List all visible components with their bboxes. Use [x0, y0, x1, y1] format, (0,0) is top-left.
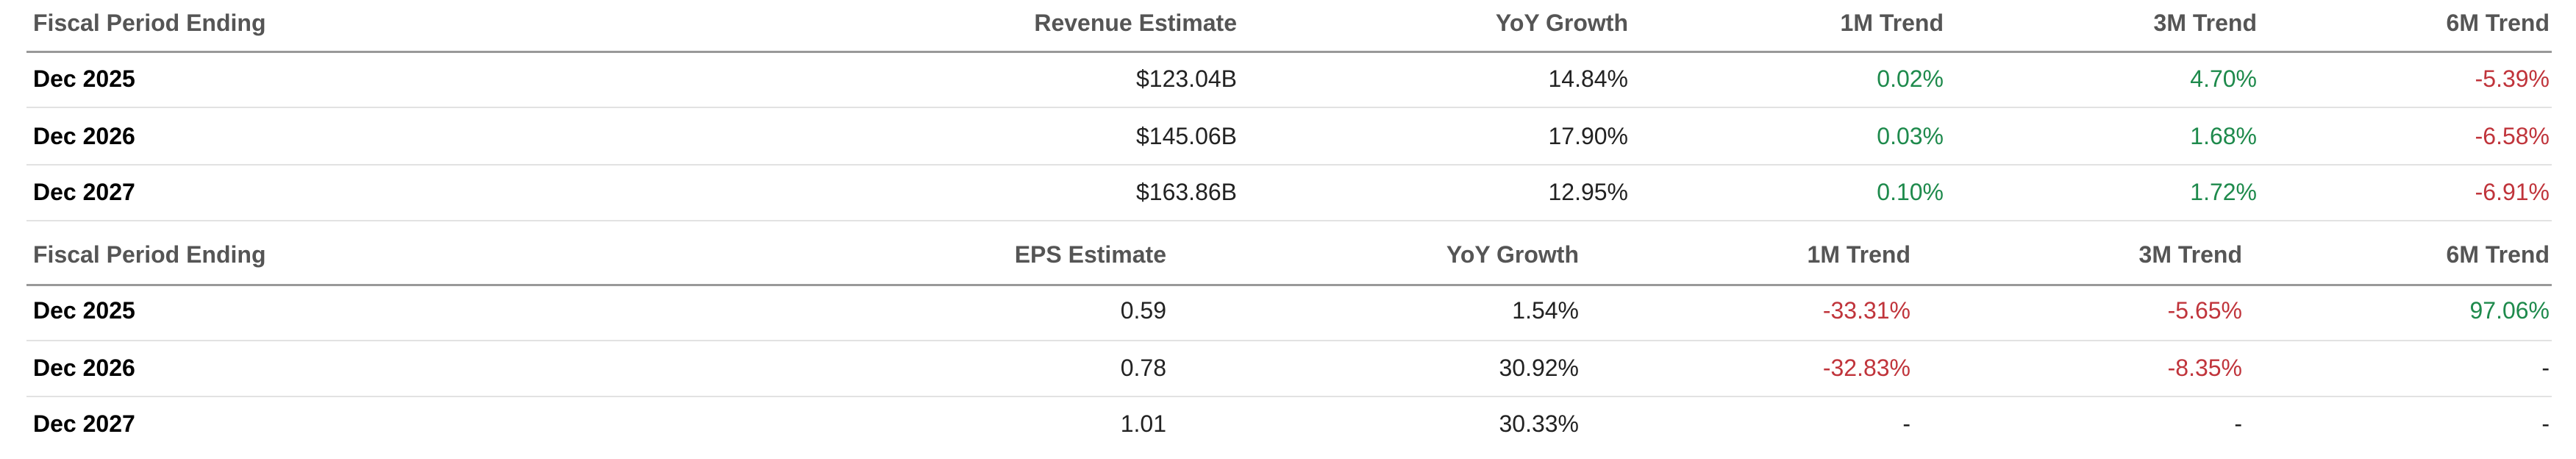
period-label: Dec 2026 [33, 355, 135, 381]
column-header: 3M Trend [2138, 241, 2242, 268]
row-divider [26, 220, 2552, 221]
value-cell: 0.10% [1877, 179, 1944, 205]
value-cell: 4.70% [2190, 65, 2257, 92]
value-cell: - [2541, 410, 2550, 437]
row-divider [26, 284, 2552, 286]
period-label: Dec 2025 [33, 297, 135, 324]
value-cell: $123.04B [1135, 65, 1237, 92]
column-header: EPS Estimate [1014, 241, 1166, 268]
value-cell: $145.06B [1135, 123, 1237, 149]
value-cell: 30.33% [1499, 410, 1579, 437]
column-header: 3M Trend [2153, 10, 2257, 36]
column-header: 6M Trend [2446, 241, 2550, 268]
column-header: Fiscal Period Ending [33, 10, 266, 36]
value-cell: 0.78 [1120, 355, 1166, 381]
value-cell: 30.92% [1499, 355, 1579, 381]
value-cell: 14.84% [1548, 65, 1628, 92]
value-cell: -5.65% [2167, 297, 2242, 324]
column-header: YoY Growth [1495, 10, 1628, 36]
row-divider [26, 164, 2552, 166]
row-divider [26, 396, 2552, 397]
column-header: Revenue Estimate [1034, 10, 1237, 36]
value-cell: 1.72% [2190, 179, 2257, 205]
column-header: YoY Growth [1446, 241, 1579, 268]
value-cell: $163.86B [1135, 179, 1237, 205]
value-cell: -6.58% [2475, 123, 2550, 149]
column-header: Fiscal Period Ending [33, 241, 266, 268]
value-cell: 1.68% [2190, 123, 2257, 149]
period-label: Dec 2027 [33, 410, 135, 437]
column-header: 6M Trend [2446, 10, 2550, 36]
value-cell: - [1902, 410, 1910, 437]
period-label: Dec 2026 [33, 123, 135, 149]
value-cell: 0.59 [1120, 297, 1166, 324]
value-cell: 1.01 [1120, 410, 1166, 437]
value-cell: -6.91% [2475, 179, 2550, 205]
value-cell: 0.03% [1877, 123, 1944, 149]
column-header: 1M Trend [1807, 241, 1910, 268]
row-divider [26, 107, 2552, 108]
value-cell: -32.83% [1822, 355, 1910, 381]
value-cell: 0.02% [1877, 65, 1944, 92]
value-cell: 12.95% [1548, 179, 1628, 205]
row-divider [26, 340, 2552, 341]
value-cell: -33.31% [1822, 297, 1910, 324]
period-label: Dec 2025 [33, 65, 135, 92]
value-cell: 97.06% [2469, 297, 2550, 324]
value-cell: - [2541, 355, 2550, 381]
value-cell: -5.39% [2475, 65, 2550, 92]
value-cell: - [2234, 410, 2242, 437]
value-cell: 17.90% [1548, 123, 1628, 149]
value-cell: 1.54% [1512, 297, 1579, 324]
value-cell: -8.35% [2167, 355, 2242, 381]
row-divider [26, 51, 2552, 53]
period-label: Dec 2027 [33, 179, 135, 205]
column-header: 1M Trend [1840, 10, 1944, 36]
